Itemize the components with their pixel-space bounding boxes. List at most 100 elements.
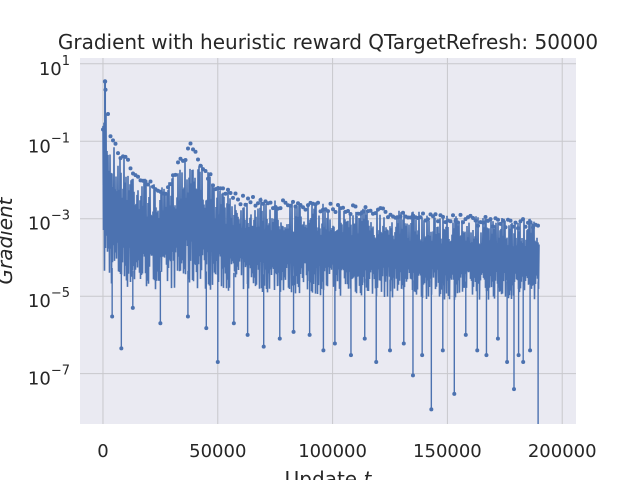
x-tick-label: 150000: [413, 441, 482, 462]
series-marker: [238, 202, 243, 207]
series-marker: [346, 209, 350, 213]
x-tick-label: 100000: [298, 441, 367, 462]
series-marker: [226, 187, 230, 192]
series-dip-marker: [475, 348, 480, 353]
series-marker: [101, 127, 105, 132]
series-marker: [508, 218, 513, 223]
series-marker: [111, 138, 115, 143]
series-marker: [368, 208, 373, 213]
series-dip-marker: [158, 321, 163, 326]
series-dip-marker: [374, 359, 379, 364]
series-marker: [248, 200, 253, 205]
series-marker: [228, 191, 233, 195]
series-marker: [241, 193, 245, 198]
series-dip-marker: [130, 305, 135, 310]
series-marker: [183, 158, 188, 162]
y-tick-exponent: −5: [51, 286, 70, 301]
series-marker: [498, 221, 503, 226]
series-marker: [326, 209, 330, 214]
series-marker: [246, 196, 250, 201]
series-dip-marker: [463, 332, 468, 337]
series-dip-marker: [521, 359, 526, 364]
series-marker: [108, 134, 113, 139]
series-dip-marker: [231, 321, 236, 326]
series-marker: [491, 224, 495, 229]
series-marker: [128, 166, 133, 171]
series-marker: [333, 210, 338, 214]
series-marker: [503, 225, 508, 230]
series-marker: [278, 206, 283, 211]
y-tick-label: 101: [39, 54, 70, 80]
series-marker: [476, 223, 480, 228]
series-marker: [126, 157, 130, 162]
series-marker: [223, 191, 228, 196]
y-tick-exponent: 1: [62, 54, 70, 69]
series-dip-marker: [119, 346, 124, 351]
series-marker: [381, 206, 385, 211]
series-marker: [441, 214, 445, 219]
series-marker: [426, 217, 430, 222]
series-marker: [203, 169, 208, 173]
series-marker: [398, 214, 403, 219]
series-marker: [233, 191, 238, 196]
y-axis-label: Gradient: [0, 196, 17, 284]
series-dip-marker: [291, 329, 296, 334]
series-dip-marker: [277, 336, 282, 341]
y-tick-exponent: −1: [51, 131, 70, 146]
series-dip-marker: [420, 353, 425, 358]
y-tick-base: 10: [28, 369, 51, 390]
series-marker: [348, 212, 353, 216]
series-dip-marker: [440, 348, 445, 353]
series-marker: [291, 199, 295, 204]
series-marker: [383, 209, 388, 214]
y-tick-base: 10: [28, 214, 51, 235]
series-marker: [146, 182, 150, 187]
series-marker: [303, 207, 308, 212]
series-marker: [143, 179, 148, 184]
series-marker: [163, 191, 168, 196]
series-dip-marker: [512, 387, 516, 392]
series-marker: [521, 217, 525, 222]
series-marker: [148, 179, 153, 184]
series-marker: [451, 213, 455, 218]
series-marker: [116, 151, 120, 156]
series-marker: [251, 195, 255, 199]
series-marker: [361, 209, 365, 214]
series-marker: [456, 220, 460, 225]
series-marker: [483, 215, 488, 219]
series-marker: [373, 211, 378, 216]
series-dip-marker: [495, 336, 500, 341]
series-marker: [206, 176, 210, 181]
series-dip-marker: [505, 359, 510, 364]
series-marker: [436, 219, 440, 224]
series-marker: [268, 200, 273, 205]
series-marker: [488, 217, 493, 222]
series-dip-marker: [401, 341, 406, 346]
series-line: [102, 113, 540, 300]
x-tick-label: 50000: [189, 441, 246, 462]
series-spike-marker: [102, 79, 108, 84]
series-marker: [516, 226, 520, 231]
series-dip-marker: [362, 336, 367, 341]
series-marker: [243, 202, 248, 207]
y-tick-base: 10: [28, 291, 51, 312]
series-marker: [528, 220, 533, 225]
series-marker: [481, 220, 485, 225]
x-tick-label: 0: [97, 441, 108, 462]
series-marker: [536, 223, 540, 228]
series-dip-marker: [528, 348, 533, 353]
y-tick-label: 10−3: [28, 209, 70, 235]
chart-title: Gradient with heuristic reward QTargetRe…: [58, 30, 598, 54]
series-marker: [168, 182, 173, 187]
series-dip-marker: [307, 332, 312, 337]
series-marker: [186, 146, 190, 151]
series-marker: [208, 172, 213, 177]
series-marker: [123, 154, 128, 159]
series-marker: [188, 141, 193, 146]
series-marker: [473, 218, 478, 223]
series-marker: [236, 197, 240, 202]
series-marker: [136, 174, 140, 179]
series-marker: [363, 205, 368, 210]
